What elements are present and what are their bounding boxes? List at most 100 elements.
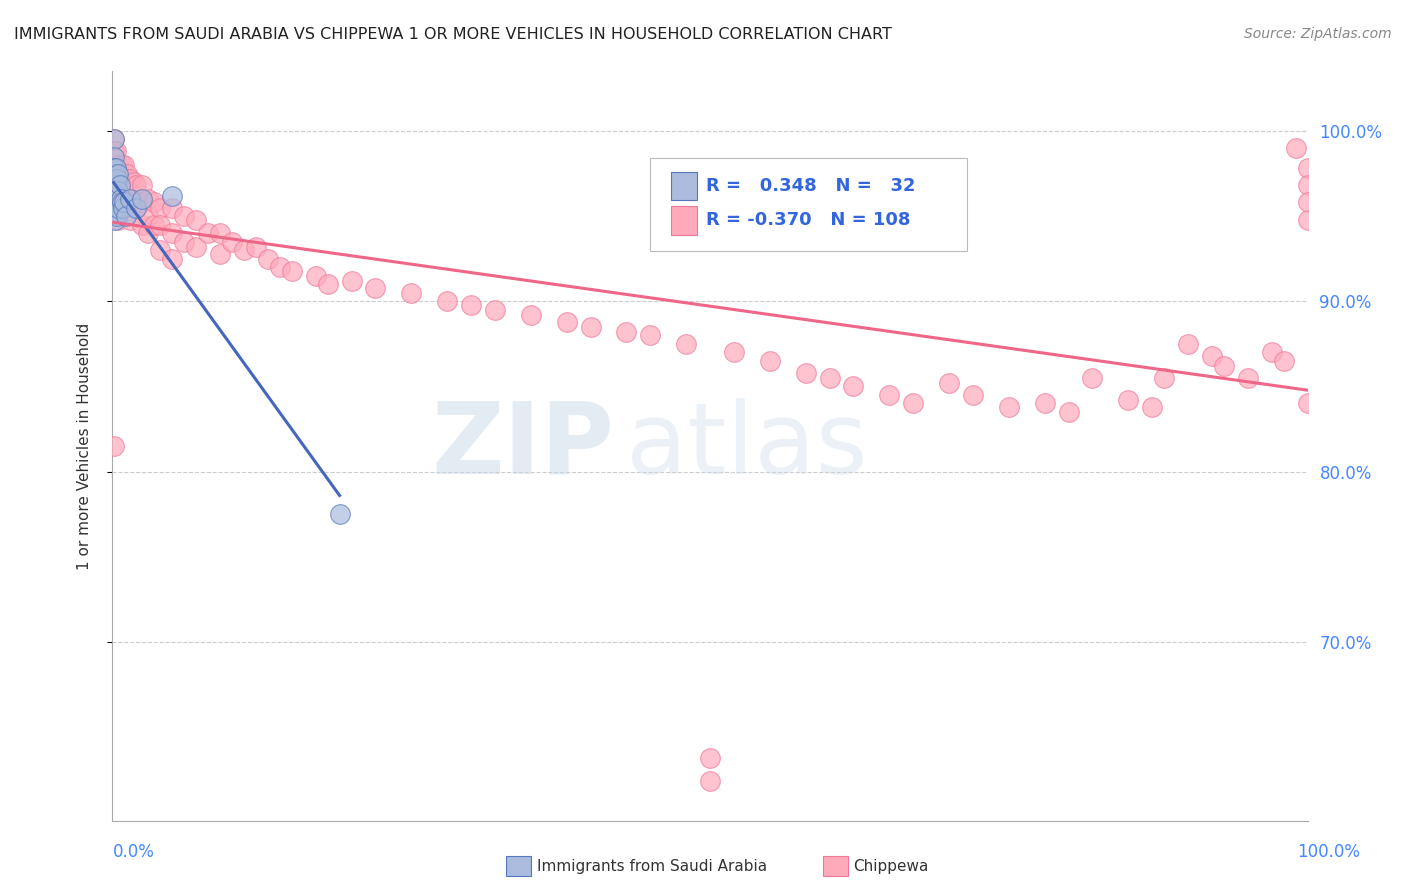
Point bbox=[120, 184, 142, 198]
Point bbox=[107, 171, 129, 186]
Point bbox=[1296, 212, 1319, 227]
Text: Chippewa: Chippewa bbox=[853, 859, 929, 873]
Point bbox=[107, 192, 129, 206]
Bar bbox=[671, 206, 697, 235]
Point bbox=[484, 302, 506, 317]
Point bbox=[149, 243, 172, 257]
FancyBboxPatch shape bbox=[651, 158, 967, 252]
Point bbox=[105, 171, 128, 186]
Text: R =   0.348   N =   32: R = 0.348 N = 32 bbox=[706, 177, 915, 195]
Point bbox=[186, 240, 208, 254]
Point bbox=[401, 285, 423, 300]
Point bbox=[1272, 354, 1295, 368]
Y-axis label: 1 or more Vehicles in Household: 1 or more Vehicles in Household bbox=[77, 322, 91, 570]
Point bbox=[197, 226, 219, 240]
Point bbox=[103, 188, 125, 202]
Point bbox=[1081, 371, 1104, 385]
Point bbox=[104, 188, 127, 202]
Point bbox=[1213, 359, 1236, 373]
Point bbox=[104, 212, 127, 227]
Point bbox=[1153, 371, 1175, 385]
Point bbox=[316, 277, 339, 292]
Point bbox=[115, 167, 138, 181]
Point bbox=[114, 195, 135, 210]
Point bbox=[1057, 405, 1080, 419]
Point bbox=[107, 201, 129, 215]
Point bbox=[111, 175, 134, 189]
Point bbox=[105, 178, 128, 193]
Point bbox=[105, 161, 128, 176]
Point bbox=[1177, 336, 1199, 351]
Point bbox=[879, 388, 901, 402]
Point bbox=[105, 209, 128, 223]
Point bbox=[110, 192, 132, 206]
Point bbox=[103, 132, 125, 146]
Point bbox=[460, 298, 482, 312]
Point bbox=[143, 218, 166, 232]
Point bbox=[340, 274, 363, 288]
Point bbox=[1237, 371, 1260, 385]
Point bbox=[759, 354, 782, 368]
Point bbox=[436, 294, 458, 309]
Point bbox=[114, 209, 136, 223]
Point bbox=[173, 209, 195, 223]
Text: 100.0%: 100.0% bbox=[1298, 843, 1360, 861]
Text: IMMIGRANTS FROM SAUDI ARABIA VS CHIPPEWA 1 OR MORE VEHICLES IN HOUSEHOLD CORRELA: IMMIGRANTS FROM SAUDI ARABIA VS CHIPPEWA… bbox=[14, 27, 891, 42]
Point bbox=[938, 376, 960, 390]
Point bbox=[138, 226, 160, 240]
Point bbox=[1261, 345, 1284, 359]
Point bbox=[103, 171, 125, 186]
Point bbox=[107, 184, 129, 198]
Point bbox=[125, 178, 148, 193]
Point bbox=[111, 158, 134, 172]
Point bbox=[131, 195, 153, 210]
Point bbox=[114, 158, 135, 172]
Point bbox=[105, 205, 128, 219]
Point bbox=[962, 388, 984, 402]
Point bbox=[329, 507, 352, 521]
Point bbox=[162, 226, 183, 240]
Point bbox=[616, 325, 638, 339]
Text: 0.0%: 0.0% bbox=[112, 843, 155, 861]
Point bbox=[162, 188, 183, 202]
Text: R = -0.370   N = 108: R = -0.370 N = 108 bbox=[706, 211, 911, 229]
Point bbox=[108, 178, 131, 193]
Point bbox=[1118, 392, 1140, 407]
Point bbox=[103, 132, 125, 146]
Point bbox=[111, 195, 134, 210]
Point bbox=[103, 158, 125, 172]
Point bbox=[818, 371, 841, 385]
Point bbox=[209, 246, 232, 260]
Point bbox=[114, 201, 135, 215]
Point bbox=[120, 195, 142, 210]
Point bbox=[364, 280, 387, 294]
Point bbox=[675, 336, 697, 351]
Point bbox=[105, 188, 128, 202]
Point bbox=[122, 175, 145, 189]
Point bbox=[125, 201, 148, 215]
Point bbox=[305, 268, 328, 283]
Point bbox=[281, 263, 304, 277]
Point bbox=[221, 235, 243, 249]
Point bbox=[131, 192, 153, 206]
Point bbox=[209, 226, 232, 240]
Point bbox=[699, 774, 721, 789]
Point bbox=[1201, 349, 1223, 363]
Point bbox=[138, 192, 160, 206]
Text: atlas: atlas bbox=[627, 398, 868, 494]
Point bbox=[723, 345, 745, 359]
Point bbox=[103, 175, 125, 189]
Point bbox=[120, 192, 142, 206]
Point bbox=[794, 366, 817, 380]
Bar bbox=[671, 172, 697, 200]
Point bbox=[112, 201, 135, 215]
Point bbox=[162, 201, 183, 215]
Point bbox=[162, 252, 183, 266]
Point bbox=[1296, 396, 1319, 410]
Point bbox=[903, 396, 925, 410]
Point bbox=[131, 178, 153, 193]
Point bbox=[269, 260, 291, 275]
Point bbox=[138, 209, 160, 223]
Point bbox=[699, 750, 721, 764]
Point bbox=[104, 178, 127, 193]
